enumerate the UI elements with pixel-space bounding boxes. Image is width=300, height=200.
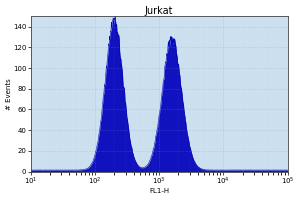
X-axis label: FL1-H: FL1-H xyxy=(149,188,169,194)
Y-axis label: # Events: # Events xyxy=(6,78,12,110)
Title: Jurkat: Jurkat xyxy=(145,6,173,16)
